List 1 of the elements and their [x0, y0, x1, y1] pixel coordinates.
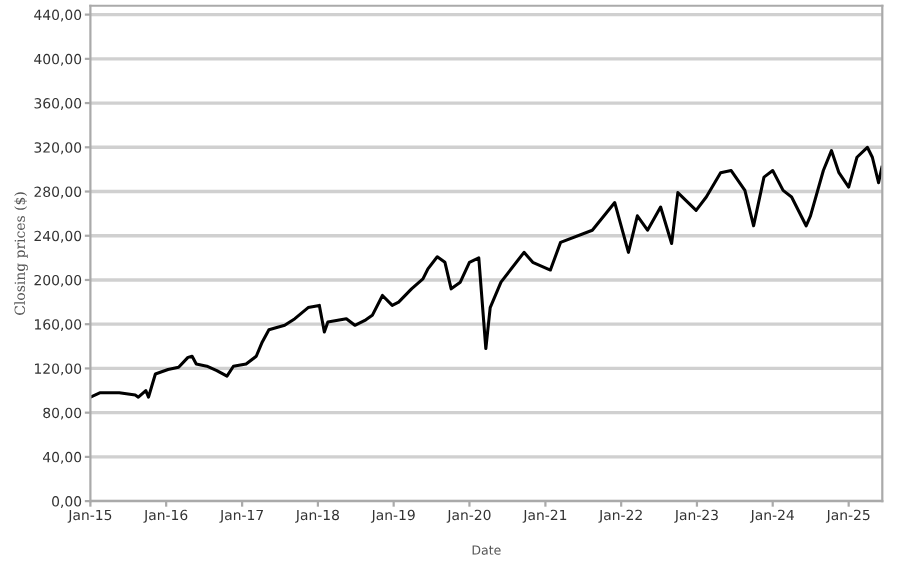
- line-series: [90, 145, 883, 399]
